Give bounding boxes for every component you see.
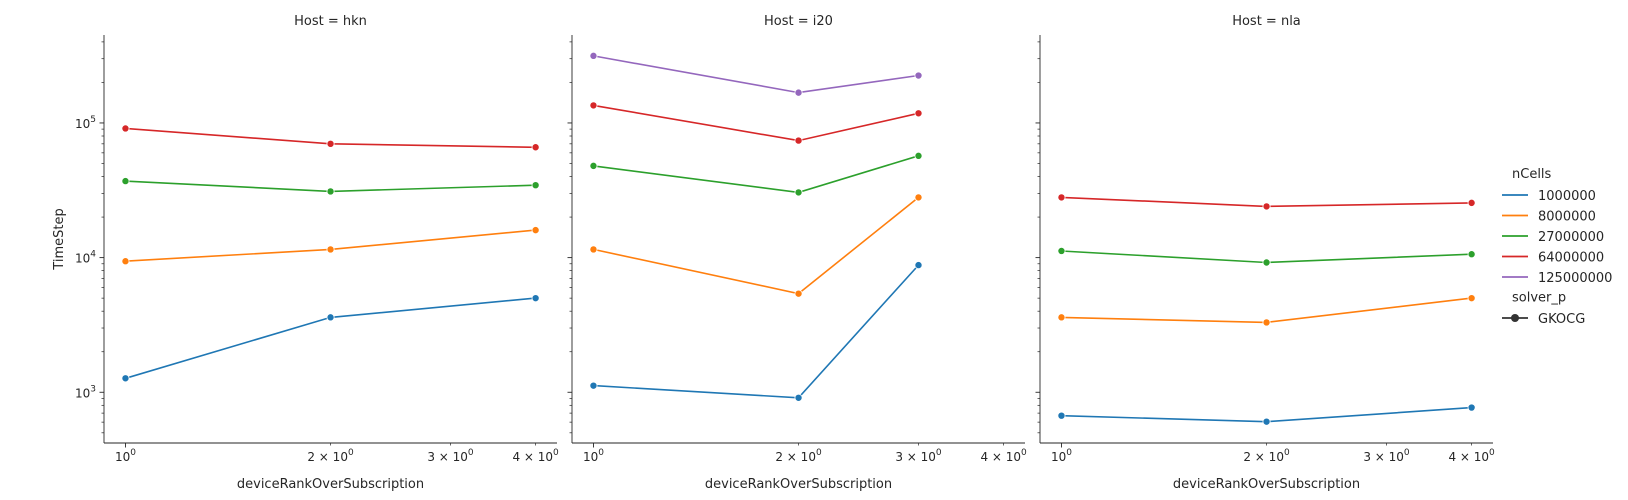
y-axis-label: TimeStep <box>52 208 67 270</box>
data-point <box>794 136 803 145</box>
series-line-27000000 <box>593 155 919 194</box>
data-point <box>326 313 335 322</box>
x-axis-label: deviceRankOverSubscription <box>1173 477 1360 492</box>
data-point <box>1057 193 1066 202</box>
data-point <box>1262 202 1271 211</box>
data-point <box>1262 318 1271 327</box>
x-tick-label: 4 × 100 <box>1448 448 1495 464</box>
data-point <box>589 51 598 60</box>
series-line-1000000 <box>125 297 536 380</box>
legend-label-8000000: 8000000 <box>1538 210 1596 225</box>
data-point <box>1467 198 1476 207</box>
data-point <box>914 151 923 160</box>
data-point <box>326 139 335 148</box>
legend-marker-style <box>1511 314 1519 322</box>
legend-title-solver: solver_p <box>1512 291 1566 306</box>
data-point <box>589 381 598 390</box>
data-point <box>326 245 335 254</box>
data-point <box>531 294 540 303</box>
x-tick-label: 2 × 100 <box>307 448 354 464</box>
x-tick-label: 100 <box>1051 448 1072 464</box>
data-point <box>121 374 130 383</box>
legend-label-1000000: 1000000 <box>1538 189 1596 204</box>
data-point <box>794 188 803 197</box>
data-point <box>794 289 803 298</box>
data-point <box>531 226 540 235</box>
x-tick-label: 100 <box>583 448 604 464</box>
legend-title-ncells: nCells <box>1512 167 1552 182</box>
x-tick-label: 3 × 100 <box>1363 448 1410 464</box>
data-point <box>326 187 335 196</box>
data-point <box>914 71 923 80</box>
legend-label-64000000: 64000000 <box>1538 251 1604 266</box>
data-point <box>121 177 130 186</box>
series-line-125000000 <box>593 55 919 94</box>
x-tick-label: 100 <box>115 448 136 464</box>
x-tick-label: 2 × 100 <box>775 448 822 464</box>
data-point <box>1057 313 1066 322</box>
legend-label-27000000: 27000000 <box>1538 230 1604 245</box>
data-point <box>1262 417 1271 426</box>
panel-2: Host = i20 100 2 × 100 3 × 100 4 × 100 device… <box>567 14 1027 492</box>
data-point <box>1467 250 1476 259</box>
data-point <box>1057 411 1066 420</box>
panel-title: Host = hkn <box>294 14 367 29</box>
x-tick-label: 3 × 100 <box>895 448 942 464</box>
data-point <box>121 257 130 266</box>
y-tick-label: 104 <box>75 250 96 266</box>
data-point <box>794 88 803 97</box>
series-line-8000000 <box>593 196 920 295</box>
legend-label-125000000: 125000000 <box>1538 271 1612 286</box>
data-point <box>794 393 803 402</box>
data-point <box>1467 403 1476 412</box>
y-tick-label: 103 <box>75 384 96 400</box>
panel-title: Host = nla <box>1232 14 1301 29</box>
x-axis-label: deviceRankOverSubscription <box>705 477 892 492</box>
data-point <box>531 181 540 190</box>
legend: nCells 1000000 8000000 27000000 64000000 1250… <box>1502 167 1612 327</box>
legend-label-style: GKOCG <box>1538 312 1585 327</box>
x-tick-label: 3 × 100 <box>427 448 474 464</box>
data-point <box>589 245 598 254</box>
y-tick-label: 105 <box>75 115 96 131</box>
data-point <box>1467 294 1476 303</box>
panel-title: Host = i20 <box>764 14 833 29</box>
data-point <box>121 124 130 133</box>
panel-1: Host = hkn 103 104 105 100 2 × 100 3 × 100 4 × … <box>75 14 559 492</box>
data-point <box>589 161 598 170</box>
data-point <box>914 261 923 270</box>
x-tick-label: 4 × 100 <box>980 448 1027 464</box>
data-point <box>589 101 598 110</box>
series-line-64000000 <box>593 104 919 142</box>
data-point <box>914 193 923 202</box>
x-axis-label: deviceRankOverSubscription <box>237 477 424 492</box>
x-tick-label: 2 × 100 <box>1243 448 1290 464</box>
x-tick-label: 4 × 100 <box>512 448 559 464</box>
panel-3: Host = nla 100 2 × 100 3 × 100 4 × 100 device… <box>1035 14 1495 492</box>
data-point <box>914 109 923 118</box>
data-point <box>1262 258 1271 267</box>
data-point <box>531 143 540 152</box>
data-point <box>1057 246 1066 255</box>
